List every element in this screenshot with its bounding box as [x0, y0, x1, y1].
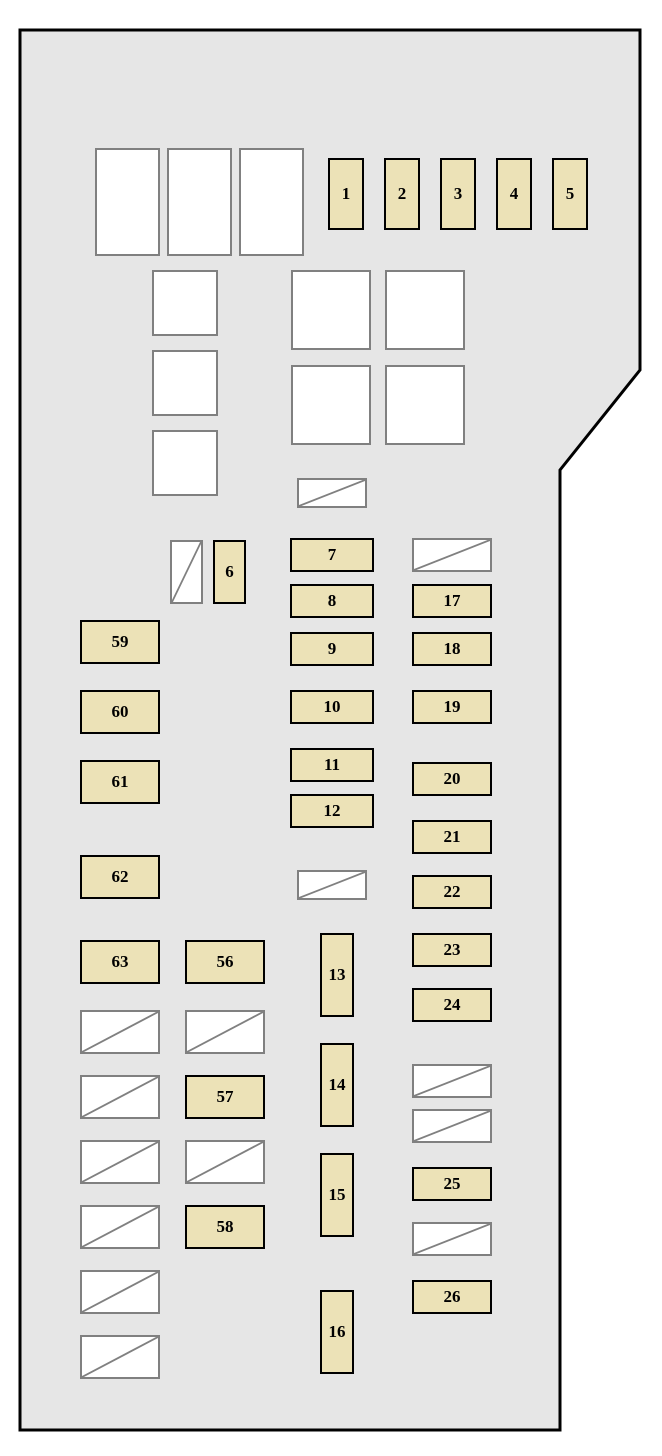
empty-slot [385, 365, 465, 445]
fuse-18: 18 [412, 632, 492, 666]
fuse-label: 18 [444, 639, 461, 659]
fuse-label: 11 [324, 755, 340, 775]
fuse-58: 58 [185, 1205, 265, 1249]
fuse-19: 19 [412, 690, 492, 724]
slashed-slot [412, 1222, 492, 1256]
fuse-label: 12 [324, 801, 341, 821]
fuse-11: 11 [290, 748, 374, 782]
fuse-6: 6 [213, 540, 246, 604]
fuse-62: 62 [80, 855, 160, 899]
fuse-label: 7 [328, 545, 337, 565]
fuse-label: 25 [444, 1174, 461, 1194]
fuse-label: 62 [112, 867, 129, 887]
fuse-label: 56 [217, 952, 234, 972]
fuse-label: 10 [324, 697, 341, 717]
fuse-21: 21 [412, 820, 492, 854]
slashed-slot [412, 538, 492, 572]
fuse-label: 2 [398, 184, 407, 204]
fuse-label: 58 [217, 1217, 234, 1237]
fuse-label: 17 [444, 591, 461, 611]
fuse-57: 57 [185, 1075, 265, 1119]
fusebox-diagram: 1234567891011121314151617181920212223242… [0, 0, 662, 1456]
fuse-label: 20 [444, 769, 461, 789]
fuse-22: 22 [412, 875, 492, 909]
fuse-10: 10 [290, 690, 374, 724]
fuse-label: 57 [217, 1087, 234, 1107]
empty-slot [291, 270, 371, 350]
fuse-4: 4 [496, 158, 532, 230]
slashed-slot [80, 1270, 160, 1314]
slashed-slot [80, 1205, 160, 1249]
fuse-label: 59 [112, 632, 129, 652]
slashed-slot [170, 540, 203, 604]
fuse-label: 16 [329, 1322, 346, 1342]
fuse-63: 63 [80, 940, 160, 984]
fuse-1: 1 [328, 158, 364, 230]
fuse-label: 23 [444, 940, 461, 960]
empty-slot [291, 365, 371, 445]
fuse-60: 60 [80, 690, 160, 734]
fuse-9: 9 [290, 632, 374, 666]
fuse-7: 7 [290, 538, 374, 572]
fuse-26: 26 [412, 1280, 492, 1314]
fuse-label: 24 [444, 995, 461, 1015]
fuse-16: 16 [320, 1290, 354, 1374]
empty-slot [152, 430, 218, 496]
fuse-label: 1 [342, 184, 351, 204]
fuse-label: 4 [510, 184, 519, 204]
empty-slot [167, 148, 232, 256]
fuse-15: 15 [320, 1153, 354, 1237]
fuse-label: 8 [328, 591, 337, 611]
slashed-slot [412, 1064, 492, 1098]
fuse-3: 3 [440, 158, 476, 230]
slashed-slot [80, 1335, 160, 1379]
fuse-label: 9 [328, 639, 337, 659]
fuse-20: 20 [412, 762, 492, 796]
fuse-8: 8 [290, 584, 374, 618]
empty-slot [95, 148, 160, 256]
slashed-slot [80, 1140, 160, 1184]
slashed-slot [297, 870, 367, 900]
slashed-slot [185, 1140, 265, 1184]
fuse-label: 26 [444, 1287, 461, 1307]
slashed-slot [80, 1010, 160, 1054]
empty-slot [239, 148, 304, 256]
fuse-25: 25 [412, 1167, 492, 1201]
fuse-label: 22 [444, 882, 461, 902]
fuse-label: 5 [566, 184, 575, 204]
fuse-label: 63 [112, 952, 129, 972]
empty-slot [152, 350, 218, 416]
fuse-label: 13 [329, 965, 346, 985]
fuse-label: 60 [112, 702, 129, 722]
slashed-slot [185, 1010, 265, 1054]
fuse-label: 21 [444, 827, 461, 847]
fuse-13: 13 [320, 933, 354, 1017]
fuse-23: 23 [412, 933, 492, 967]
fuse-17: 17 [412, 584, 492, 618]
fuse-label: 6 [225, 562, 234, 582]
empty-slot [152, 270, 218, 336]
slashed-slot [297, 478, 367, 508]
fuse-61: 61 [80, 760, 160, 804]
fuse-24: 24 [412, 988, 492, 1022]
fuse-59: 59 [80, 620, 160, 664]
fuse-label: 61 [112, 772, 129, 792]
empty-slot [385, 270, 465, 350]
fuse-56: 56 [185, 940, 265, 984]
fuse-label: 14 [329, 1075, 346, 1095]
fuse-label: 3 [454, 184, 463, 204]
fuse-2: 2 [384, 158, 420, 230]
fuse-label: 15 [329, 1185, 346, 1205]
fuse-5: 5 [552, 158, 588, 230]
slashed-slot [412, 1109, 492, 1143]
fuse-label: 19 [444, 697, 461, 717]
fuse-14: 14 [320, 1043, 354, 1127]
fuse-12: 12 [290, 794, 374, 828]
slashed-slot [80, 1075, 160, 1119]
